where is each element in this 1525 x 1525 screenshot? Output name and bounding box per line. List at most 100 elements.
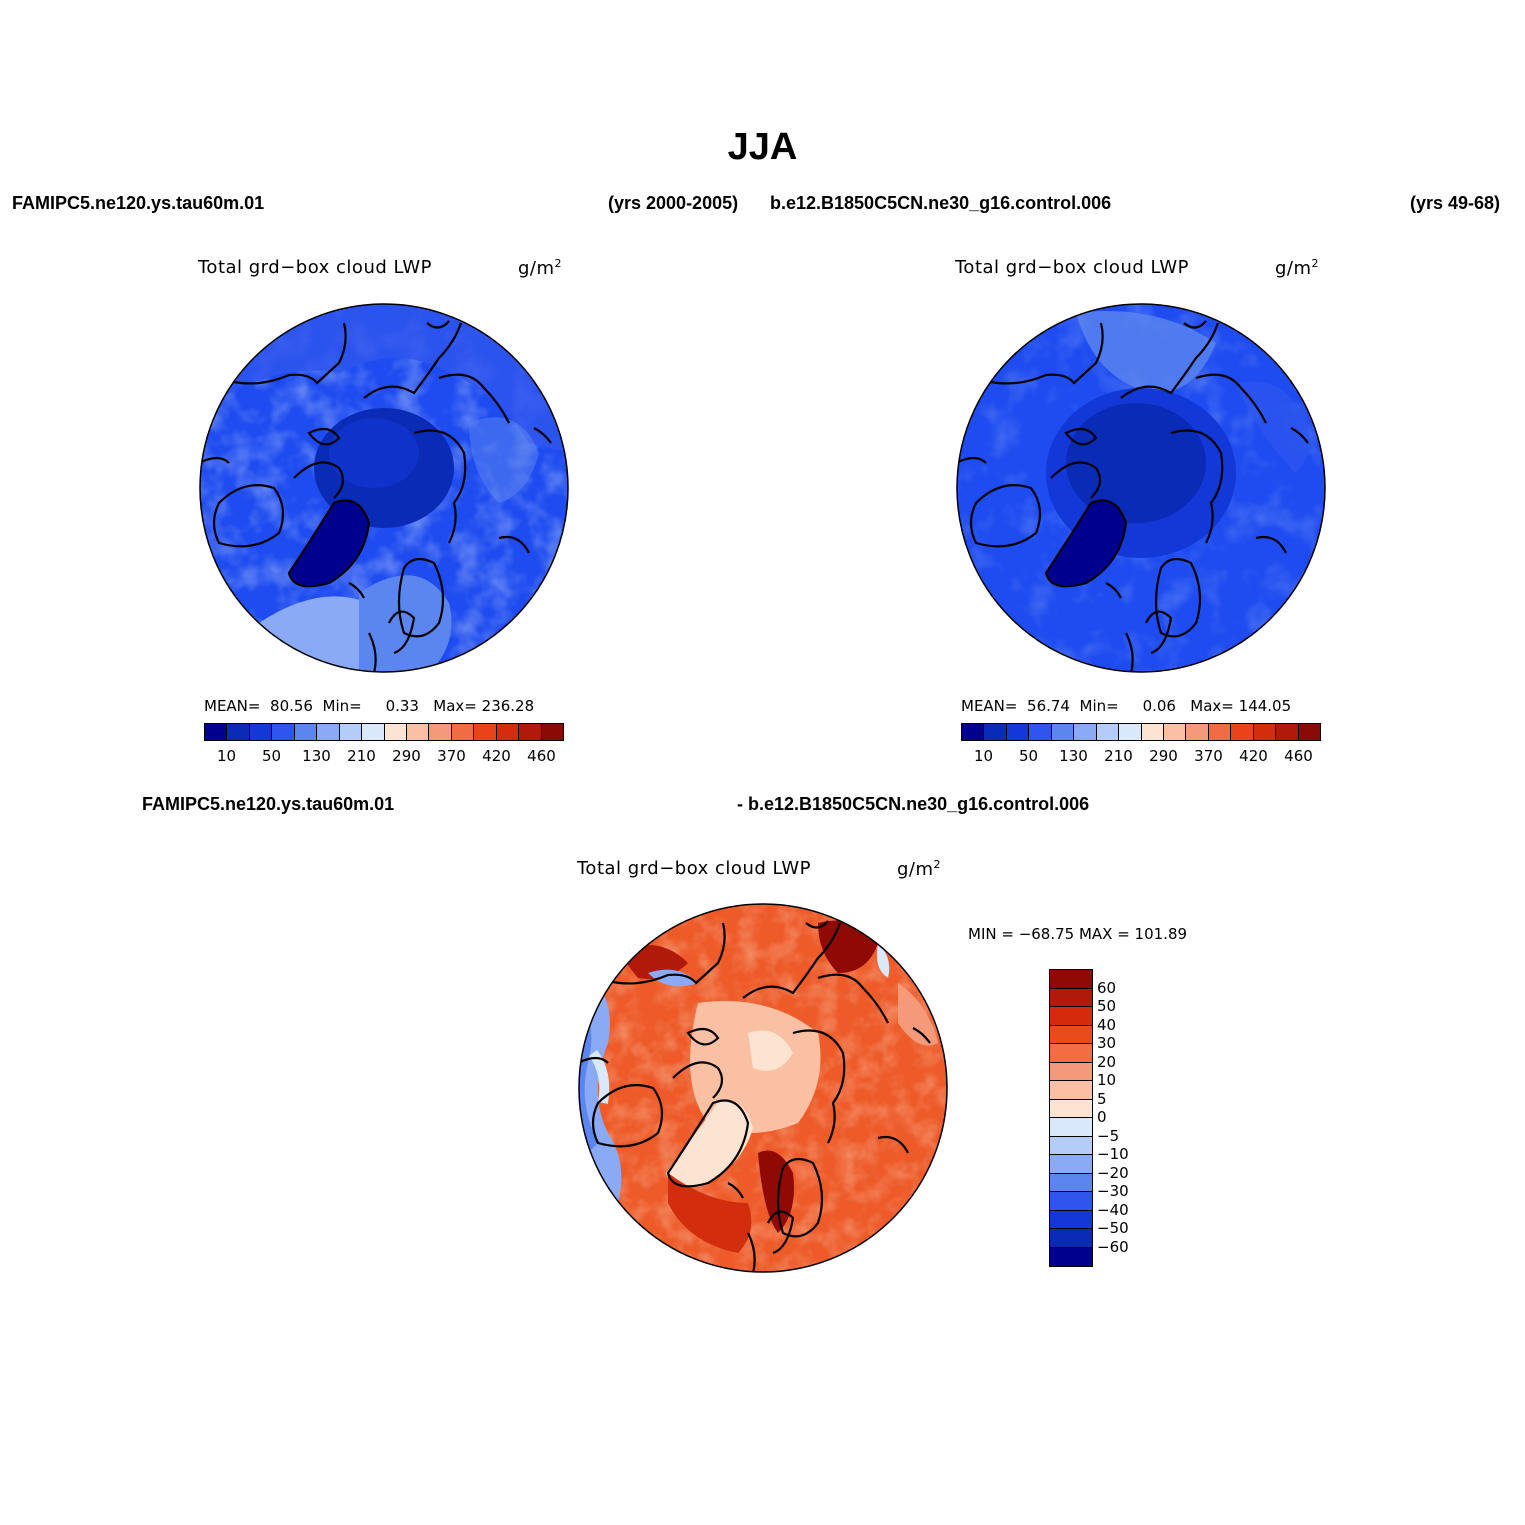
colorbar-left: [204, 723, 564, 741]
colorbar-cell: [1050, 1173, 1092, 1192]
colorbar-tick-label: 50: [261, 747, 282, 765]
colorbar-tick-label: −30: [1097, 1182, 1129, 1200]
polar-map-left: [199, 303, 569, 673]
colorbar-cell: [1096, 724, 1120, 740]
years-left: (yrs 2000-2005): [608, 193, 739, 213]
colorbar-cell: [541, 724, 563, 740]
colorbar-cell: [1050, 1247, 1092, 1266]
colorbar-tick-label: 370: [437, 747, 466, 765]
colorbar-cell: [406, 724, 430, 740]
panel-title-left: Total grd−box cloud LWP: [198, 257, 433, 278]
colorbar-cell: [384, 724, 407, 740]
colorbar-tick-label: 290: [1149, 747, 1178, 765]
colorbar-cell: [519, 724, 542, 740]
colorbar-diff: [1049, 969, 1093, 1267]
colorbar-cell: [1050, 970, 1092, 989]
colorbar-cell: [362, 724, 385, 740]
colorbar-cell: [962, 724, 985, 740]
stats-right: MEAN= 56.74 Min= 0.06 Max= 144.05: [961, 697, 1292, 715]
diff-case-left: FAMIPC5.ne120.ys.tau60m.01: [142, 794, 395, 814]
colorbar-tick-label: 290: [392, 747, 421, 765]
colorbar-cell: [1050, 1192, 1092, 1211]
colorbar-cell: [429, 724, 452, 740]
colorbar-tick-label: 10: [973, 747, 994, 765]
colorbar-tick-label: 130: [302, 747, 331, 765]
colorbar-tick-label: −40: [1097, 1200, 1129, 1219]
colorbar-cell: [294, 724, 318, 740]
colorbar-cell: [272, 724, 295, 740]
colorbar-cell: [1029, 724, 1052, 740]
colorbar-cell: [1050, 1044, 1092, 1063]
colorbar-cell: [1050, 1155, 1092, 1174]
colorbar-tick-label: 460: [1284, 747, 1313, 765]
colorbar-tick-label: 460: [527, 747, 556, 765]
colorbar-cell: [1050, 1210, 1092, 1229]
years-right: (yrs 49-68): [1410, 193, 1501, 213]
colorbar-tick-label: 10: [216, 747, 237, 765]
colorbar-cell: [1298, 724, 1320, 740]
colorbar-cell: [227, 724, 250, 740]
colorbar-cell: [1050, 1025, 1092, 1044]
colorbar-cell: [1074, 724, 1097, 740]
colorbar-cell: [1051, 724, 1075, 740]
units-diff: g/m2: [897, 858, 942, 880]
colorbar-cell: [1231, 724, 1254, 740]
colorbar-cell: [1050, 1099, 1092, 1118]
colorbar-cell: [1119, 724, 1142, 740]
colorbar-tick-label: 10: [1097, 1071, 1117, 1089]
colorbar-tick-label: −50: [1097, 1219, 1129, 1237]
colorbar-cell: [1050, 1062, 1092, 1081]
colorbar-tick-label: 5: [1097, 1089, 1107, 1108]
colorbar-cell: [1141, 724, 1164, 740]
colorbar-cell: [1050, 1229, 1092, 1248]
diff-minmax: MIN = −68.75 MAX = 101.89: [968, 925, 1188, 943]
colorbar-tick-label: 210: [347, 747, 376, 765]
colorbar-tick-label: −60: [1097, 1237, 1129, 1256]
colorbar-tick-label: 50: [1097, 997, 1117, 1015]
colorbar-cell: [496, 724, 520, 740]
colorbar-cell: [1050, 1081, 1092, 1100]
case-name-right: b.e12.B1850C5CN.ne30_g16.control.006: [770, 193, 1112, 213]
colorbar-tick-label: 60: [1097, 978, 1117, 997]
polar-map-right: [956, 303, 1326, 673]
colorbar-cell: [317, 724, 340, 740]
colorbar-cell: [205, 724, 228, 740]
colorbar-tick-label: 50: [1018, 747, 1039, 765]
colorbar-cell: [474, 724, 497, 740]
colorbar-tick-label: 40: [1097, 1015, 1117, 1034]
colorbar-tick-label: 0: [1097, 1108, 1107, 1126]
colorbar-tick-label: 420: [482, 747, 511, 765]
colorbar-tick-label: 20: [1097, 1052, 1117, 1071]
colorbar-cell: [1253, 724, 1277, 740]
colorbar-tick-label: −10: [1097, 1145, 1129, 1163]
colorbar-cell: [1186, 724, 1209, 740]
colorbar-cell: [451, 724, 475, 740]
colorbar-cell: [1050, 1007, 1092, 1026]
case-name-left: FAMIPC5.ne120.ys.tau60m.01: [12, 193, 265, 213]
main-title: JJA: [727, 126, 798, 168]
units-left: g/m2: [518, 257, 563, 279]
units-right: g/m2: [1275, 257, 1320, 279]
polar-map-diff: [578, 903, 948, 1273]
colorbar-tick-label: −20: [1097, 1163, 1129, 1182]
colorbar-cell: [1163, 724, 1187, 740]
colorbar-tick-label: 30: [1097, 1034, 1117, 1052]
colorbar-cell: [1006, 724, 1030, 740]
colorbar-cell: [984, 724, 1007, 740]
colorbar-tick-label: 130: [1059, 747, 1088, 765]
colorbar-cell: [1050, 988, 1092, 1007]
colorbar-tick-label: 420: [1239, 747, 1268, 765]
colorbar-right: [961, 723, 1321, 741]
colorbar-cell: [1208, 724, 1232, 740]
colorbar-cell: [1050, 1136, 1092, 1155]
colorbar-cell: [249, 724, 273, 740]
panel-title-right: Total grd−box cloud LWP: [955, 257, 1190, 278]
colorbar-tick-label: 370: [1194, 747, 1223, 765]
stats-left: MEAN= 80.56 Min= 0.33 Max= 236.28: [204, 697, 535, 715]
colorbar-cell: [1050, 1118, 1092, 1137]
colorbar-cell: [1276, 724, 1299, 740]
colorbar-tick-label: 210: [1104, 747, 1133, 765]
colorbar-tick-label: −5: [1097, 1126, 1120, 1145]
panel-title-diff: Total grd−box cloud LWP: [577, 858, 812, 879]
